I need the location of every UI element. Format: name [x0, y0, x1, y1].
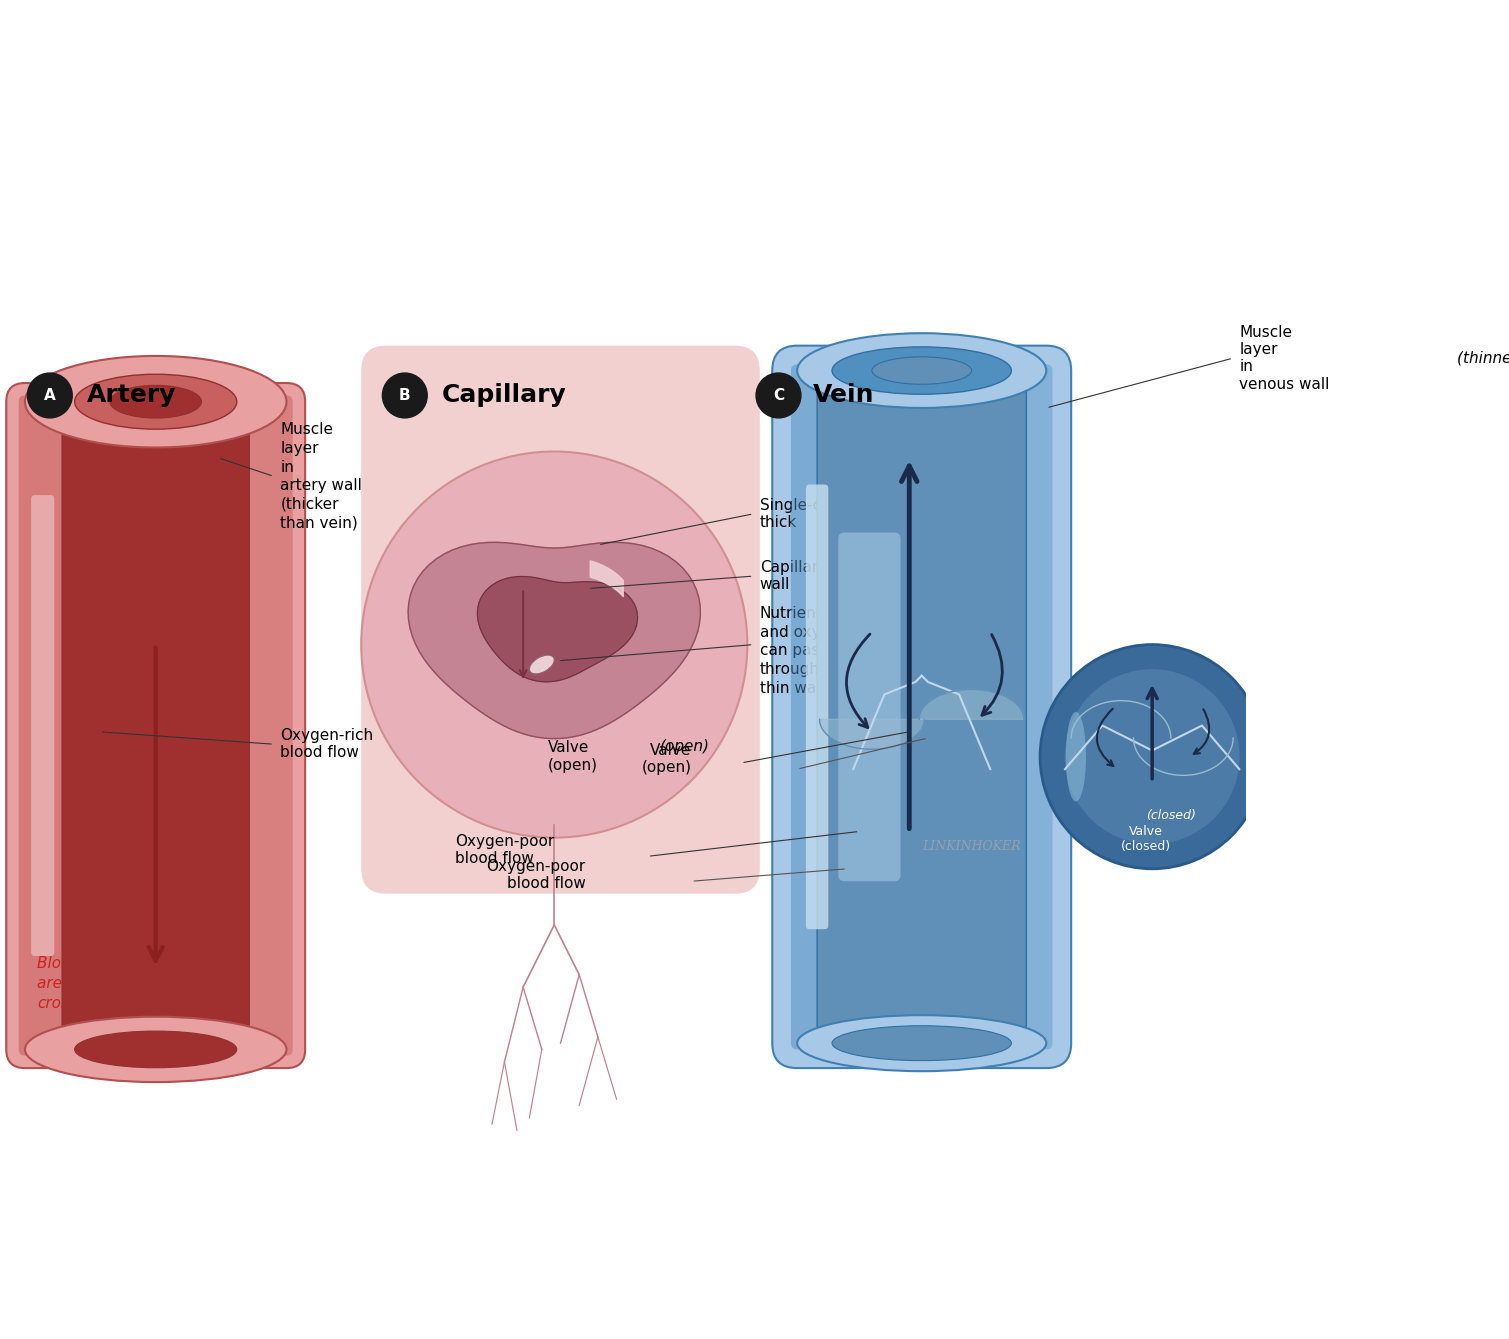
Text: Capillary: Capillary [442, 383, 567, 407]
FancyArrowPatch shape [1097, 708, 1114, 766]
FancyBboxPatch shape [6, 383, 305, 1069]
Text: Nutrients
and oxygen
can pass
through
thin wall: Nutrients and oxygen can pass through th… [761, 607, 850, 695]
FancyBboxPatch shape [32, 495, 54, 956]
Text: LINKINHOKER: LINKINHOKER [922, 840, 1020, 853]
FancyArrowPatch shape [1194, 710, 1209, 754]
Text: Muscle
layer
in
venous wall: Muscle layer in venous wall [1239, 324, 1334, 392]
Text: Muscle
layer
in
artery wall
(thicker
than vein): Muscle layer in artery wall (thicker tha… [281, 422, 362, 530]
FancyBboxPatch shape [18, 395, 81, 1055]
Circle shape [756, 374, 801, 418]
Text: (thinner than artery): (thinner than artery) [1458, 351, 1509, 366]
Polygon shape [407, 542, 700, 739]
Ellipse shape [110, 386, 202, 418]
Text: B: B [398, 388, 410, 403]
Text: Oxygen-poor
blood flow: Oxygen-poor blood flow [454, 834, 554, 866]
FancyBboxPatch shape [773, 345, 1071, 1069]
FancyBboxPatch shape [806, 485, 828, 929]
FancyArrowPatch shape [982, 635, 1002, 715]
Text: Single-cell
thick: Single-cell thick [761, 498, 839, 530]
Text: Valve
(open): Valve (open) [641, 743, 691, 775]
Text: (open): (open) [659, 739, 711, 754]
FancyBboxPatch shape [839, 533, 901, 881]
Ellipse shape [530, 655, 554, 674]
Circle shape [1040, 644, 1265, 869]
FancyBboxPatch shape [62, 414, 249, 1036]
Ellipse shape [831, 347, 1011, 394]
Ellipse shape [74, 374, 237, 430]
Ellipse shape [797, 333, 1046, 408]
Polygon shape [919, 690, 1025, 719]
Circle shape [1065, 670, 1239, 844]
FancyBboxPatch shape [361, 345, 761, 893]
Text: Oxygen-poor
blood flow: Oxygen-poor blood flow [486, 858, 585, 892]
Text: Artery: Artery [88, 383, 177, 407]
FancyBboxPatch shape [816, 375, 1026, 1039]
Text: A: A [44, 388, 56, 403]
Polygon shape [477, 577, 637, 682]
Ellipse shape [74, 1031, 237, 1067]
Ellipse shape [26, 356, 287, 447]
Ellipse shape [831, 1026, 1011, 1060]
Ellipse shape [1065, 712, 1086, 802]
FancyArrowPatch shape [847, 635, 871, 727]
Text: Valve
(closed): Valve (closed) [1121, 825, 1171, 853]
Circle shape [361, 451, 747, 838]
Text: Vein: Vein [813, 383, 875, 407]
Ellipse shape [797, 1015, 1046, 1071]
FancyBboxPatch shape [1005, 364, 1052, 1050]
Circle shape [27, 374, 72, 418]
Text: (closed): (closed) [1145, 809, 1195, 822]
Ellipse shape [872, 358, 972, 384]
Text: Blood vessels
are shown in
cross-section: Blood vessels are shown in cross-section [38, 956, 142, 1011]
Circle shape [382, 374, 427, 418]
Text: Capillary
wall: Capillary wall [761, 560, 827, 592]
FancyBboxPatch shape [791, 364, 839, 1050]
Polygon shape [819, 719, 924, 750]
Text: C: C [773, 388, 785, 403]
Ellipse shape [26, 1016, 287, 1082]
Text: Oxygen-rich
blood flow: Oxygen-rich blood flow [281, 728, 373, 761]
FancyBboxPatch shape [231, 395, 293, 1055]
Text: Valve
(open): Valve (open) [548, 740, 598, 773]
